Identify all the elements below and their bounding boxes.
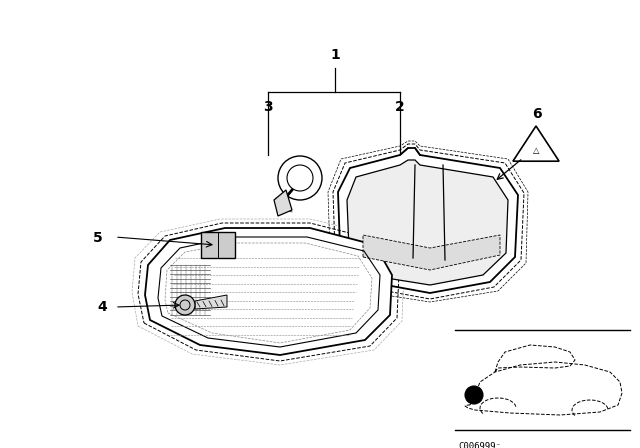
Text: 4: 4 (97, 300, 107, 314)
Text: 6: 6 (532, 107, 542, 121)
Polygon shape (338, 148, 518, 293)
Text: 5: 5 (93, 231, 103, 245)
Text: C006999⁻: C006999⁻ (458, 442, 501, 448)
FancyBboxPatch shape (201, 232, 235, 258)
Polygon shape (347, 160, 508, 285)
Circle shape (465, 386, 483, 404)
Text: 1: 1 (330, 48, 340, 62)
Polygon shape (145, 228, 392, 355)
Polygon shape (363, 235, 500, 270)
Text: 2: 2 (395, 100, 405, 114)
Polygon shape (195, 295, 227, 309)
Circle shape (175, 295, 195, 315)
Polygon shape (274, 190, 292, 216)
Text: △: △ (532, 146, 540, 155)
Text: 3: 3 (263, 100, 273, 114)
Polygon shape (513, 126, 559, 161)
